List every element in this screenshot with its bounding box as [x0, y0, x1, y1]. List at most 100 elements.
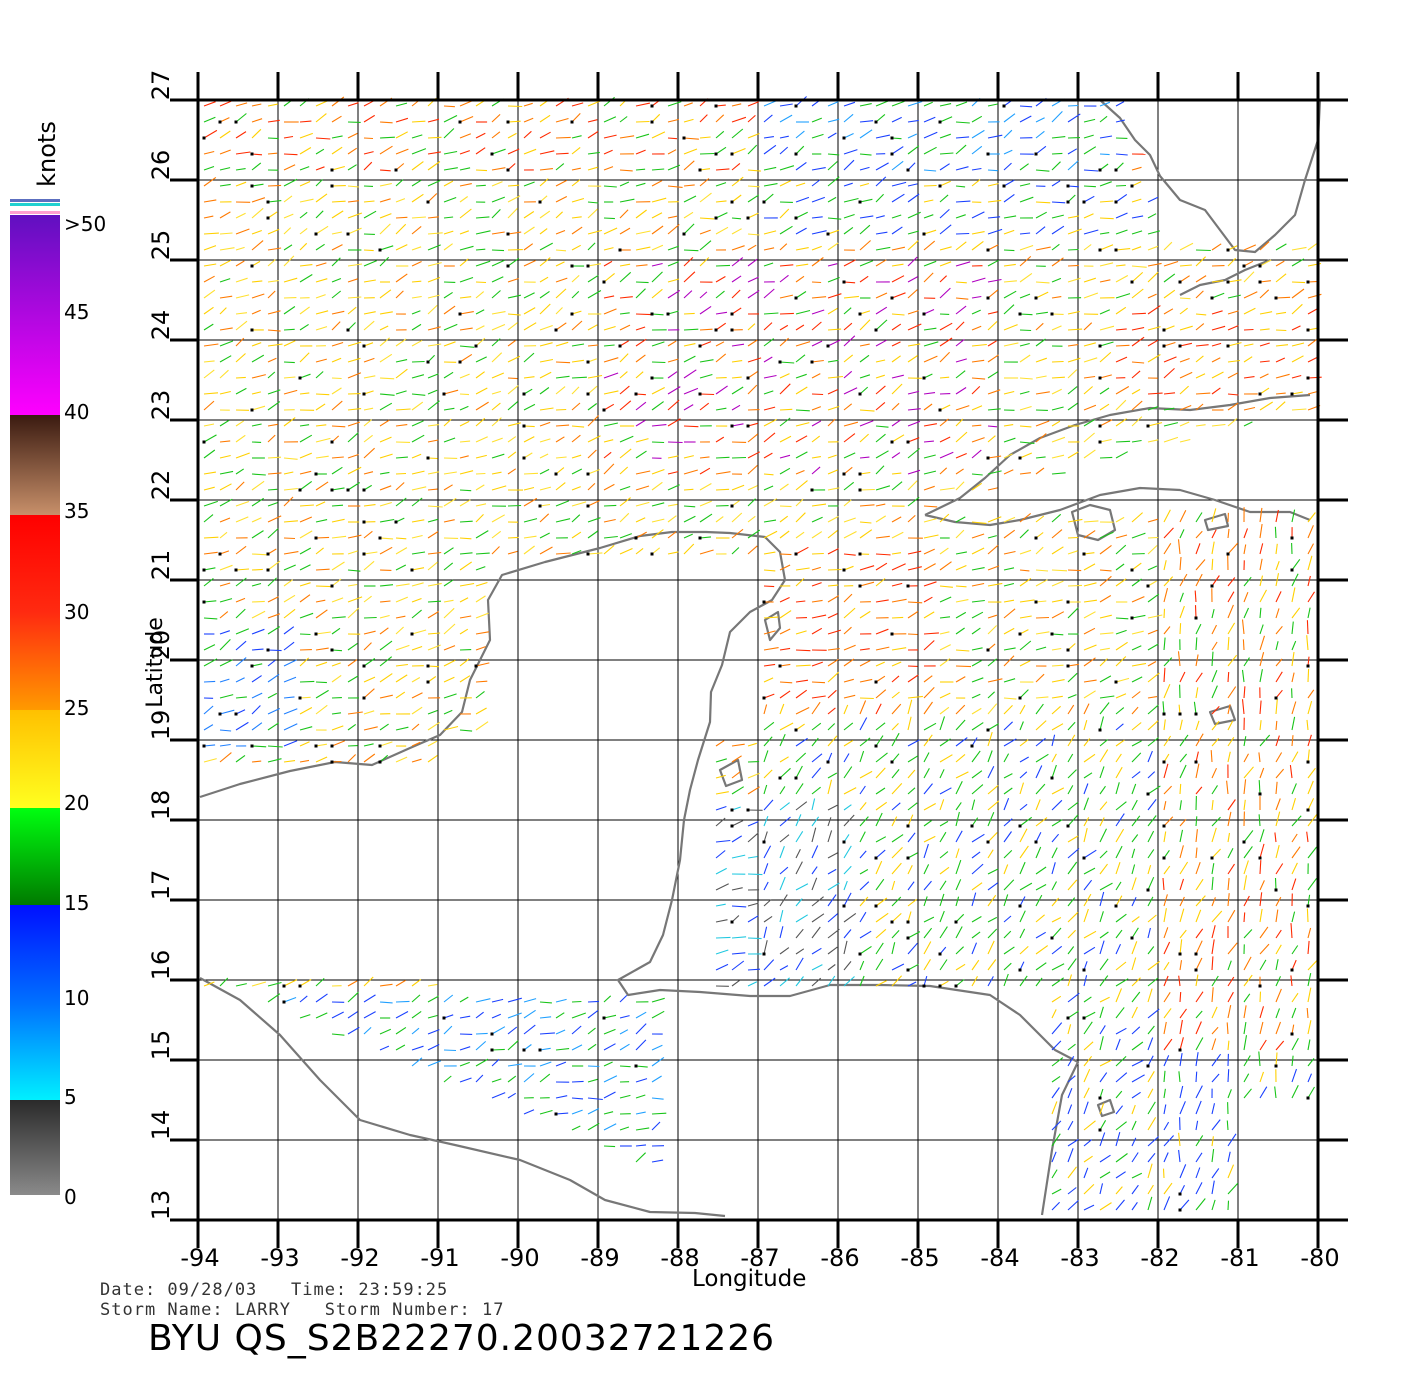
wind-barb [1227, 1004, 1232, 1019]
wind-barb [987, 625, 997, 635]
wind-barb [571, 434, 581, 443]
wind-barb [1227, 909, 1236, 923]
wind-barb [907, 408, 921, 411]
colorbar-cap [10, 199, 60, 202]
wind-barb [1083, 719, 1088, 731]
wind-barb [1291, 391, 1303, 395]
wind-barb [1195, 1167, 1201, 1179]
wind-barb [395, 979, 406, 987]
wind-barb [1227, 1040, 1230, 1051]
wind-barb [1211, 1038, 1217, 1051]
wind-barb [395, 564, 407, 571]
wind-barb [1227, 878, 1230, 891]
wind-barb [1099, 153, 1110, 156]
wind-barb [1115, 978, 1129, 987]
wind-barb [875, 259, 887, 267]
wind-barb [1035, 646, 1047, 651]
rain-flag-dot [554, 328, 558, 332]
wind-barb [843, 845, 852, 859]
rain-flag-dot [794, 728, 798, 732]
wind-barb [843, 644, 856, 651]
wind-barb [1307, 338, 1318, 347]
rain-flag-dot [1178, 1192, 1182, 1196]
wind-barb [635, 209, 647, 219]
wind-barb [507, 148, 520, 155]
wind-barb [1035, 931, 1046, 939]
wind-barb [443, 323, 458, 331]
wind-barb [283, 244, 293, 251]
wind-barb [507, 401, 519, 411]
rain-flag-dot [970, 744, 974, 748]
wind-barb [1131, 834, 1139, 843]
wind-barb [379, 485, 392, 491]
wind-barb [555, 361, 571, 364]
wind-barb [1179, 623, 1182, 635]
wind-barb [603, 344, 615, 347]
wind-barb [459, 996, 469, 1003]
wind-barb [411, 519, 425, 523]
wind-barb [1115, 563, 1125, 571]
rain-flag-dot [1098, 440, 1102, 444]
wind-barb [651, 271, 663, 283]
wind-barb [203, 129, 218, 139]
wind-barb [699, 513, 713, 523]
wind-barb [939, 163, 950, 171]
wind-barb [971, 976, 978, 987]
wind-barb [459, 115, 474, 123]
wind-barb [731, 307, 742, 315]
wind-barb [1019, 405, 1032, 411]
wind-barb [1099, 374, 1112, 379]
wind-barb [331, 115, 342, 123]
wind-barb [875, 385, 886, 395]
wind-barb [1179, 734, 1189, 747]
wind-barb [635, 102, 651, 107]
wind-barb [715, 936, 731, 939]
wind-barb [1099, 232, 1110, 235]
wind-barb [731, 547, 740, 555]
wind-barb [827, 161, 838, 171]
wind-barb [267, 577, 277, 587]
wind-barb [539, 168, 553, 171]
wind-barb [1067, 277, 1081, 283]
wind-barb [267, 119, 280, 123]
wind-barb [699, 257, 710, 267]
wind-barb [443, 105, 455, 108]
rain-flag-dot [842, 136, 846, 140]
wind-barb [1083, 419, 1095, 427]
wind-barb [651, 401, 664, 411]
wind-barb [875, 912, 889, 923]
rain-flag-dot [778, 360, 782, 364]
wind-barb [1083, 552, 1095, 555]
wind-barb [395, 102, 408, 107]
wind-barb [795, 227, 807, 235]
wind-barb [571, 146, 581, 155]
island-small-2 [1208, 704, 1237, 726]
wind-barb [811, 133, 824, 139]
wind-barb [747, 981, 758, 987]
wind-barb [1131, 896, 1137, 907]
wind-barb [1099, 403, 1110, 411]
wind-barb [763, 815, 769, 827]
wind-barb [1227, 704, 1231, 715]
wind-barb [299, 352, 310, 363]
wind-barb [1115, 913, 1127, 923]
wind-barb [827, 263, 838, 267]
wind-barb [443, 484, 453, 491]
rain-flag-dot [1178, 712, 1182, 716]
rain-flag-dot [922, 984, 926, 988]
wind-barb [1179, 307, 1188, 315]
wind-barb [251, 582, 262, 587]
wind-barb [1115, 264, 1126, 267]
rain-flag-dot [1146, 424, 1150, 428]
wind-barb [923, 341, 939, 347]
wind-barb [1035, 977, 1043, 987]
wind-barb [795, 630, 807, 635]
wind-barb [347, 227, 362, 235]
wind-barb [971, 521, 987, 524]
wind-barb [411, 567, 425, 571]
wind-barb [907, 100, 923, 107]
wind-barb [891, 661, 902, 667]
wind-barb [1307, 575, 1311, 587]
wind-barb [1131, 1091, 1141, 1099]
wind-barb [1083, 169, 1099, 172]
